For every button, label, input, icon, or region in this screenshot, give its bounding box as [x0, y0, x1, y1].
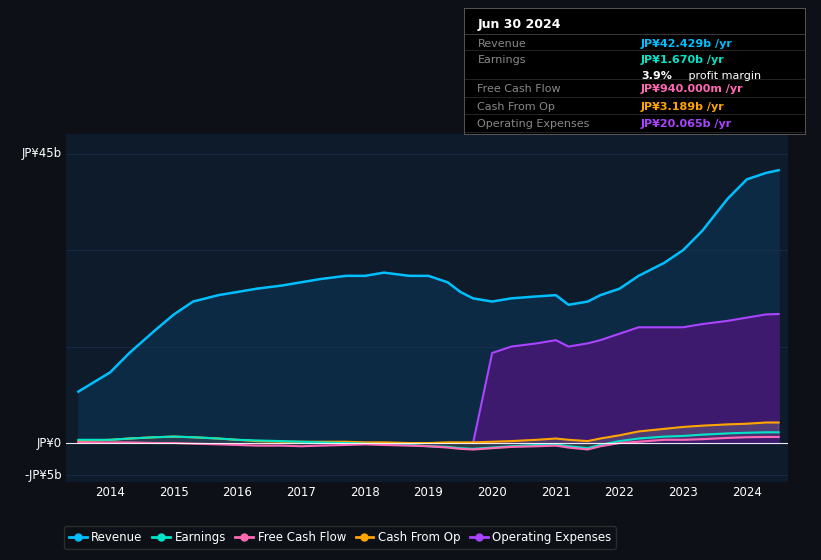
- Text: Earnings: Earnings: [478, 55, 526, 65]
- Text: JP¥0: JP¥0: [37, 437, 62, 450]
- Text: JP¥940.000m /yr: JP¥940.000m /yr: [641, 84, 744, 94]
- Text: -JP¥5b: -JP¥5b: [25, 469, 62, 482]
- Text: Free Cash Flow: Free Cash Flow: [478, 84, 561, 94]
- Text: JP¥3.189b /yr: JP¥3.189b /yr: [641, 102, 725, 111]
- Text: JP¥20.065b /yr: JP¥20.065b /yr: [641, 119, 732, 129]
- Text: Jun 30 2024: Jun 30 2024: [478, 18, 561, 31]
- Text: Operating Expenses: Operating Expenses: [478, 119, 589, 129]
- Legend: Revenue, Earnings, Free Cash Flow, Cash From Op, Operating Expenses: Revenue, Earnings, Free Cash Flow, Cash …: [64, 526, 617, 549]
- Text: Cash From Op: Cash From Op: [478, 102, 555, 111]
- Text: JP¥1.670b /yr: JP¥1.670b /yr: [641, 55, 725, 65]
- Text: profit margin: profit margin: [686, 71, 761, 81]
- Text: JP¥45b: JP¥45b: [22, 147, 62, 160]
- Text: JP¥42.429b /yr: JP¥42.429b /yr: [641, 39, 733, 49]
- Text: Revenue: Revenue: [478, 39, 526, 49]
- Text: 3.9%: 3.9%: [641, 71, 672, 81]
